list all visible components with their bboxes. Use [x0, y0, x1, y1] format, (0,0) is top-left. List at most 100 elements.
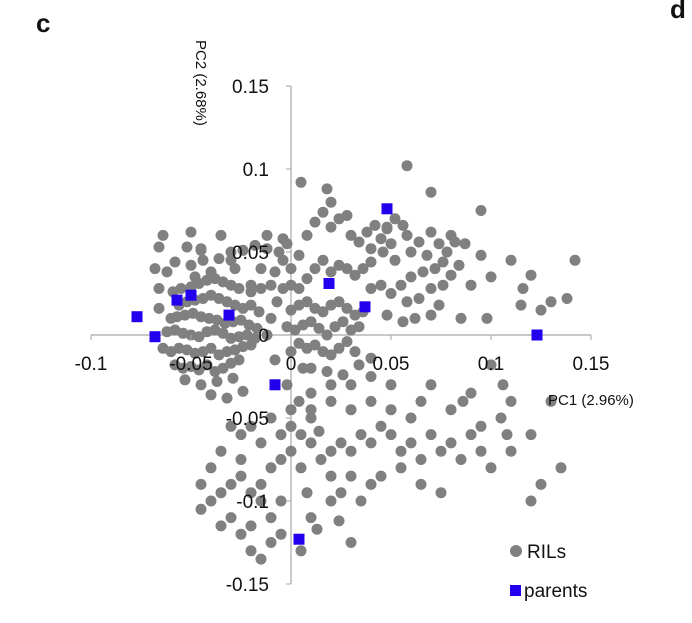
- rils-point: [475, 445, 487, 457]
- rils-point: [321, 329, 333, 341]
- rils-point: [353, 321, 365, 333]
- rils-point: [385, 379, 397, 391]
- rils-point: [455, 312, 467, 324]
- rils-point: [265, 312, 277, 324]
- parents-point: [359, 301, 371, 313]
- parents-point: [269, 379, 281, 391]
- rils-point: [457, 395, 469, 407]
- rils-point: [301, 273, 313, 285]
- rils-point: [485, 359, 497, 371]
- rils-point: [265, 412, 277, 424]
- rils-point: [325, 266, 337, 278]
- rils-point: [245, 279, 257, 291]
- rils-point: [245, 545, 257, 557]
- rils-point: [475, 420, 487, 432]
- rils-point: [425, 186, 437, 198]
- rils-point: [153, 283, 165, 294]
- rils-point: [455, 454, 467, 465]
- rils-point: [309, 339, 321, 351]
- rils-point: [445, 229, 457, 241]
- rils-point: [337, 316, 349, 328]
- rils-point: [205, 266, 217, 278]
- rils-point: [285, 263, 297, 275]
- rils-point: [217, 327, 229, 339]
- rils-point: [433, 299, 445, 311]
- rils-point: [255, 437, 267, 449]
- rils-point: [185, 226, 197, 238]
- rils-point: [265, 279, 277, 291]
- rils-point: [265, 462, 277, 474]
- rils-point: [295, 545, 307, 557]
- rils-point: [465, 279, 477, 291]
- legend-marker-rils: [510, 545, 522, 557]
- rils-point: [395, 462, 407, 474]
- rils-point: [275, 454, 287, 465]
- x-tick-label: 0.1: [478, 354, 504, 375]
- rils-point: [275, 495, 287, 507]
- rils-point: [285, 404, 297, 416]
- parents-point: [149, 331, 161, 343]
- x-tick-label: 0: [286, 354, 297, 375]
- rils-point: [235, 470, 247, 482]
- rils-point: [389, 213, 401, 225]
- rils-point: [261, 329, 273, 341]
- tick-labels: -0.1 -0.05 0 0.05 0.1 0.15 -0.15 -0.1 -0.05 0.05 0…: [75, 77, 610, 596]
- rils-point: [285, 420, 297, 432]
- rils-point: [375, 420, 387, 432]
- rils-point: [395, 445, 407, 457]
- rils-point: [205, 342, 217, 354]
- rils-point: [345, 537, 357, 548]
- rils-point: [341, 210, 353, 221]
- rils-point: [415, 478, 427, 490]
- rils-point: [237, 385, 249, 397]
- rils-point: [481, 312, 493, 324]
- rils-point: [273, 246, 285, 258]
- rils-point: [245, 487, 257, 499]
- rils-point: [365, 243, 377, 255]
- rils-point: [315, 454, 327, 465]
- rils-point: [545, 296, 557, 308]
- rils-point: [305, 387, 317, 399]
- legend: RILs parents: [510, 542, 587, 602]
- rils-point: [157, 229, 169, 241]
- rils-point: [381, 309, 393, 321]
- rils-point: [293, 395, 305, 407]
- rils-point: [395, 279, 407, 291]
- rils-point: [213, 253, 225, 265]
- rils-point: [235, 429, 247, 441]
- rils-point: [275, 528, 287, 540]
- rils-point: [505, 445, 517, 457]
- rils-point: [381, 221, 393, 233]
- rils-point: [333, 342, 345, 354]
- rils-point: [561, 293, 573, 304]
- rils-point: [285, 346, 297, 358]
- rils-point: [275, 429, 287, 441]
- rils-point: [221, 392, 233, 404]
- rils-point: [295, 176, 307, 188]
- x-tick-label: 0.05: [373, 354, 410, 375]
- rils-point: [285, 445, 297, 457]
- rils-point: [195, 243, 207, 255]
- rils-point: [525, 429, 537, 441]
- rils-point: [311, 523, 323, 535]
- parents-point: [381, 203, 393, 215]
- parents-point: [185, 289, 197, 301]
- legend-label-rils: RILs: [527, 542, 566, 563]
- rils-point: [249, 239, 261, 251]
- rils-point: [535, 304, 547, 316]
- rils-point: [369, 219, 381, 231]
- rils-point: [413, 236, 425, 248]
- x-tick-label: -0.1: [75, 354, 108, 375]
- rils-point: [501, 429, 513, 441]
- rils-point: [495, 412, 507, 424]
- y-tick-label: -0.05: [226, 409, 269, 430]
- rils-point: [317, 306, 329, 318]
- rils-point: [425, 226, 437, 238]
- rils-point: [313, 322, 325, 334]
- rils-point: [285, 304, 297, 316]
- rils-point: [195, 503, 207, 515]
- rils-point: [333, 296, 345, 308]
- rils-point: [321, 183, 333, 195]
- rils-point: [305, 512, 317, 524]
